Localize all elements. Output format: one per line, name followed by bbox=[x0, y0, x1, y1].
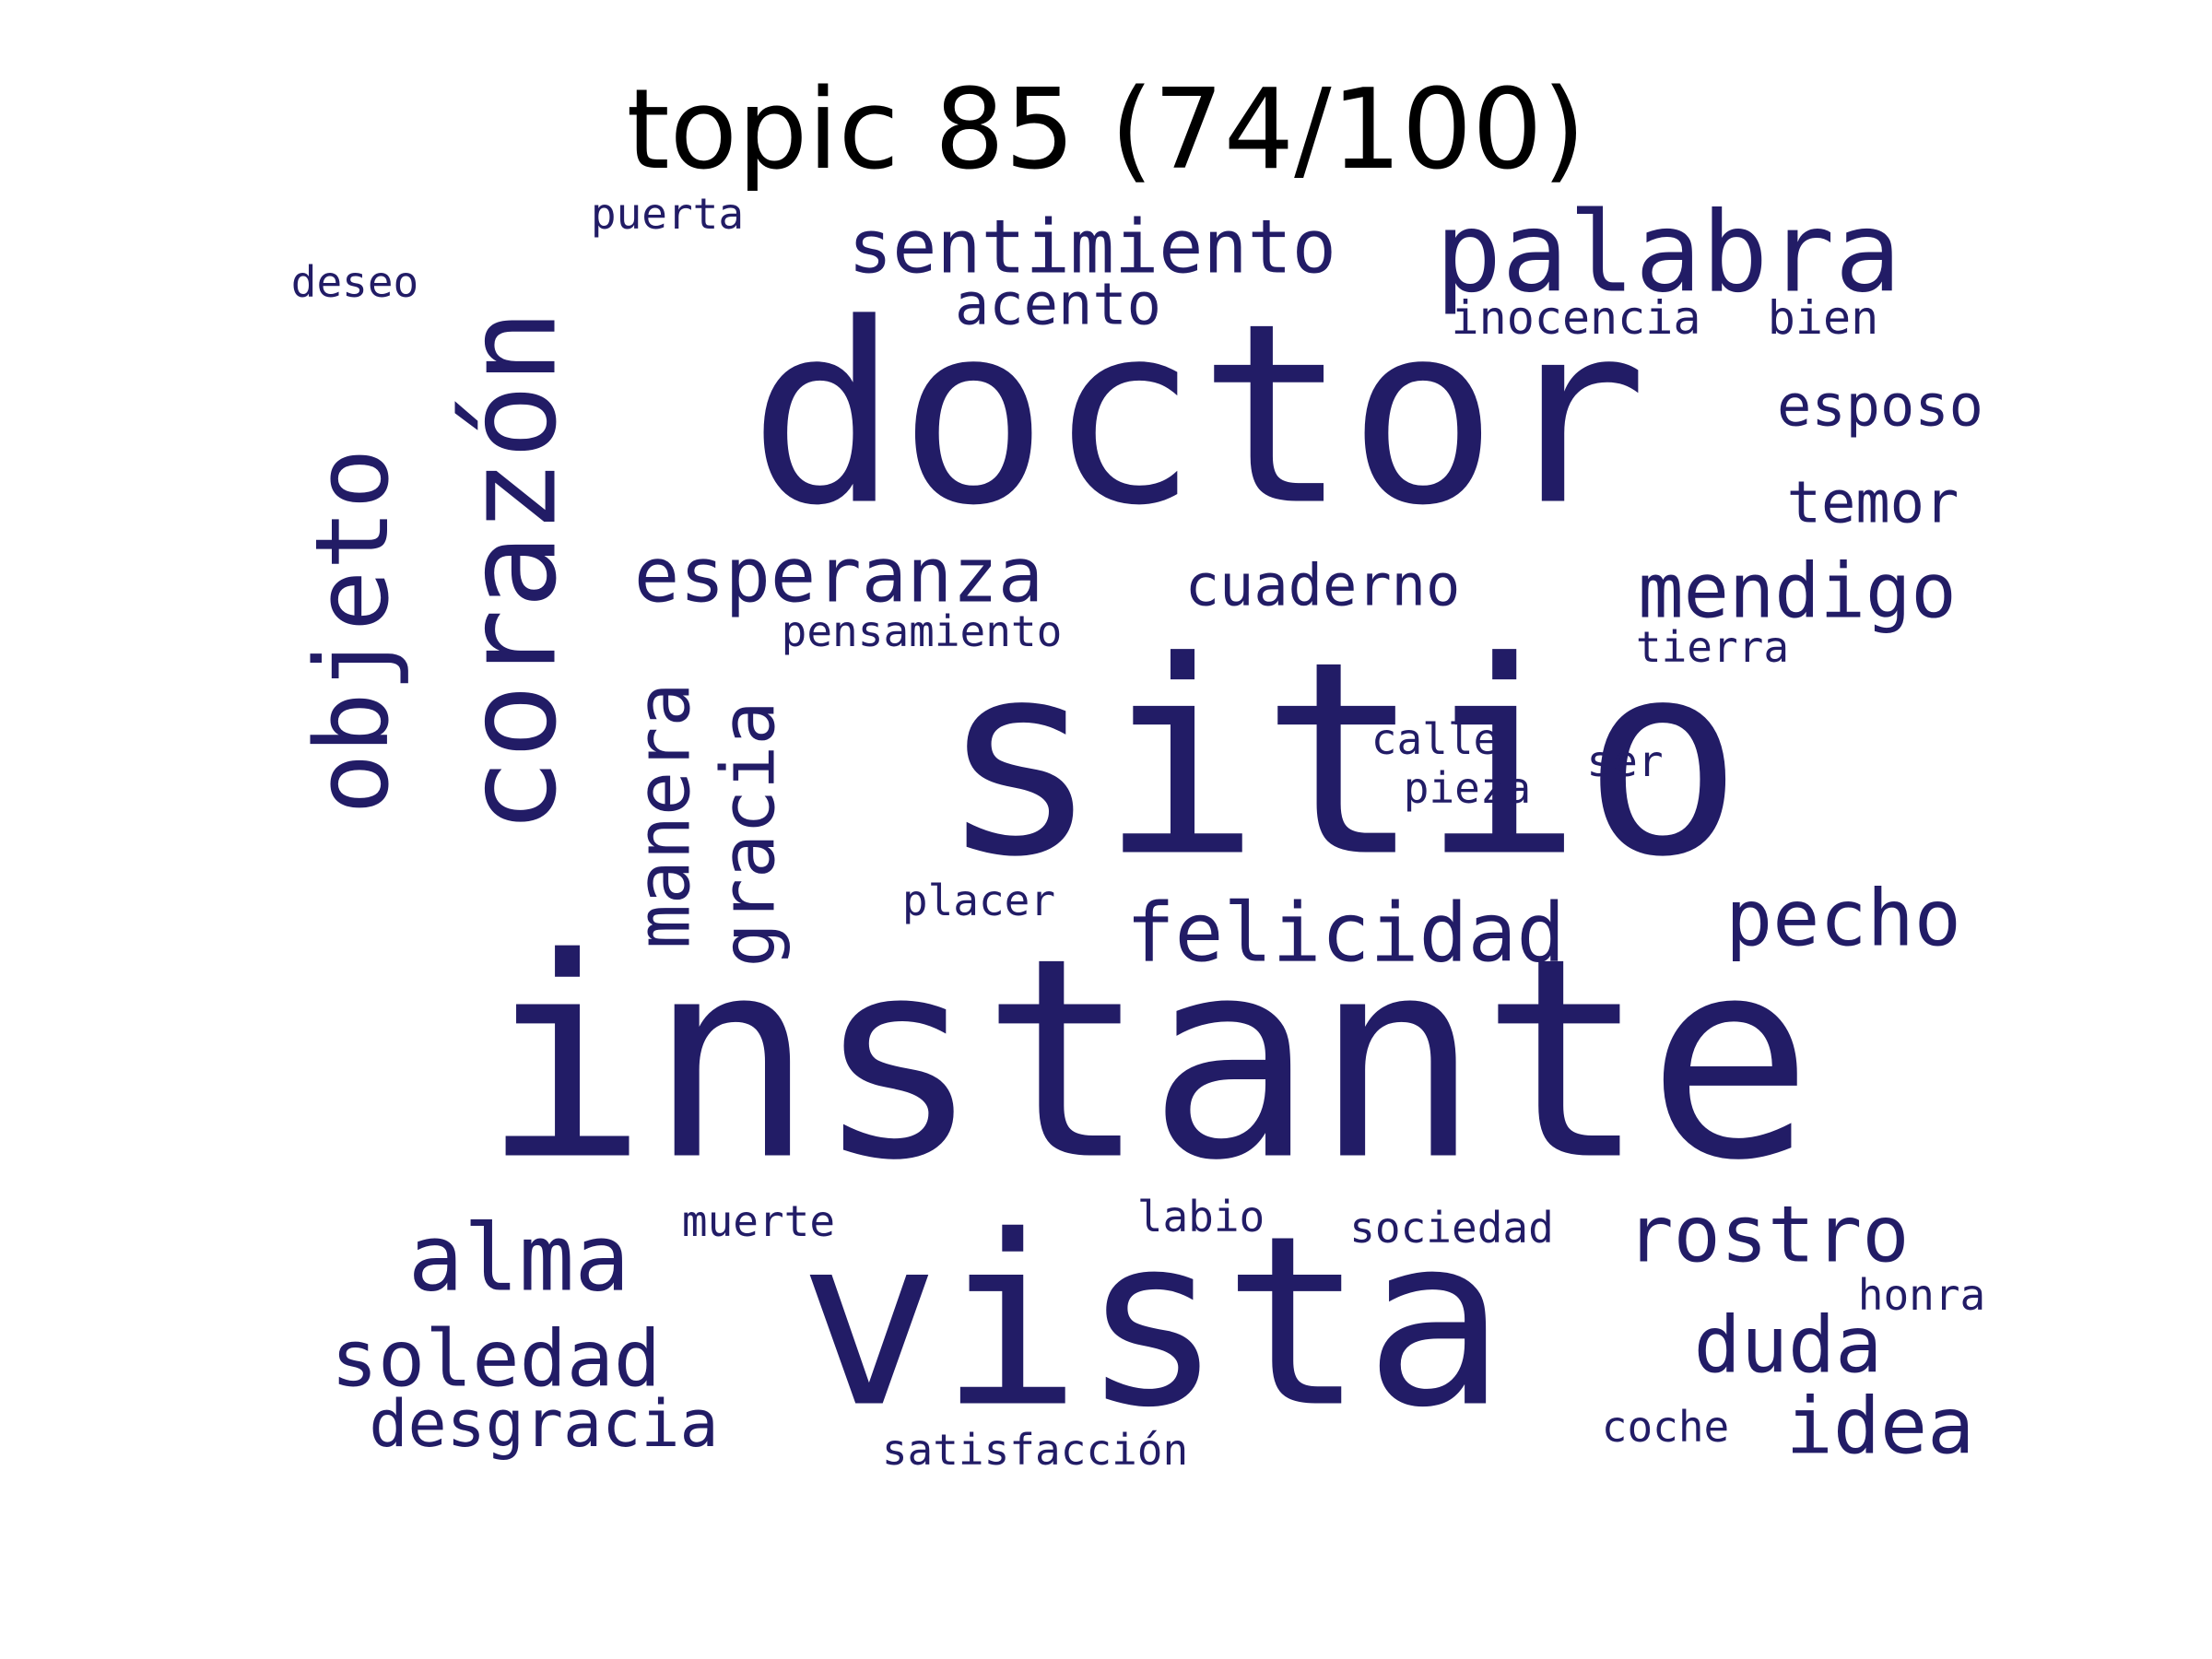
word-deseo: deseo bbox=[291, 257, 418, 307]
word-esperanza: esperanza bbox=[634, 533, 1043, 620]
word-temor: temor bbox=[1787, 469, 1959, 536]
word-tierra: tierra bbox=[1636, 622, 1789, 672]
word-corazón: corazón bbox=[440, 310, 584, 834]
word-rostro: rostro bbox=[1626, 1190, 1909, 1281]
word-pieza: pieza bbox=[1404, 763, 1531, 813]
word-pecho: pecho bbox=[1725, 874, 1961, 965]
word-manera: manera bbox=[621, 683, 707, 949]
word-cuaderno: cuaderno bbox=[1185, 552, 1461, 619]
word-satisfacción: satisfacción bbox=[882, 1425, 1188, 1475]
word-mendigo: mendigo bbox=[1638, 548, 1957, 636]
word-idea: idea bbox=[1786, 1382, 1975, 1473]
word-desgracia: desgracia bbox=[369, 1386, 718, 1462]
word-pensamiento: pensamiento bbox=[782, 606, 1063, 656]
word-sentimiento: sentimiento bbox=[848, 205, 1336, 290]
word-acento: acento bbox=[955, 271, 1161, 338]
word-duda: duda bbox=[1694, 1300, 1883, 1392]
word-bien: bien bbox=[1768, 291, 1878, 345]
word-muerte: muerte bbox=[682, 1196, 835, 1246]
word-instante: instante bbox=[482, 900, 1814, 1221]
chart-title: topic 85 (74/100) bbox=[626, 66, 1586, 194]
word-calle: calle bbox=[1371, 714, 1499, 764]
word-soledad: soledad bbox=[331, 1314, 661, 1406]
word-vista: vista bbox=[798, 1186, 1506, 1460]
word-puerta: puerta bbox=[591, 189, 744, 239]
word-inocencia: inocencia bbox=[1452, 291, 1701, 345]
word-ser: ser bbox=[1586, 736, 1663, 786]
word-doctor: doctor bbox=[748, 270, 1647, 560]
word-objeto: objeto bbox=[293, 448, 411, 814]
word-felicidad: felicidad bbox=[1126, 886, 1566, 981]
word-palabra: palabra bbox=[1435, 190, 1901, 318]
word-sitio: sitio bbox=[939, 606, 1744, 916]
word-sociedad: sociedad bbox=[1349, 1203, 1554, 1253]
word-gracia: gracia bbox=[706, 701, 792, 968]
word-placer: placer bbox=[902, 876, 1055, 925]
word-alma: alma bbox=[408, 1205, 630, 1312]
word-honra: honra bbox=[1858, 1270, 1985, 1320]
word-coche: coche bbox=[1602, 1402, 1729, 1452]
word-labio: labio bbox=[1137, 1192, 1265, 1241]
word-esposo: esposo bbox=[1777, 372, 1983, 440]
